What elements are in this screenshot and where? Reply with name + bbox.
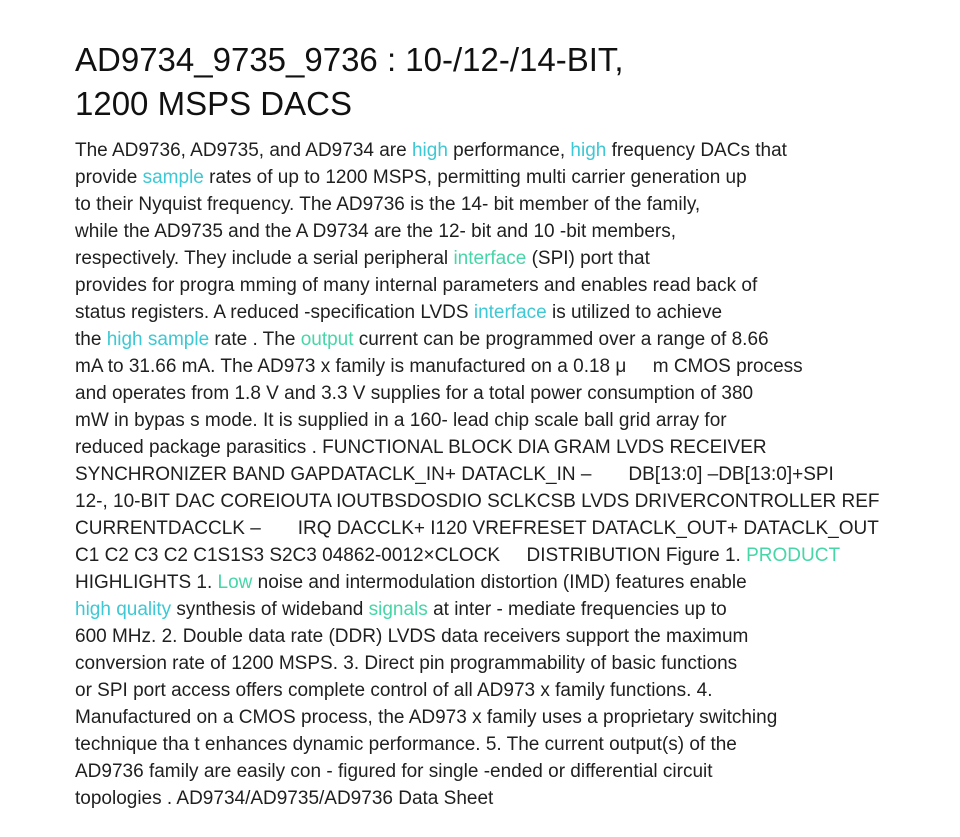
text-line: to their Nyquist frequency. The AD9736 i…	[75, 191, 960, 218]
text-segment: or SPI port access offers complete contr…	[75, 680, 713, 701]
text-segment: reduced package parasitics . FUNCTIONAL …	[75, 437, 767, 458]
text-line: mW in bypas s mode. It is supplied in a …	[75, 407, 960, 434]
text-segment: performance,	[447, 140, 571, 161]
text-segment: synthesis of wideband	[171, 599, 369, 620]
highlighted-term[interactable]: interface	[473, 302, 547, 323]
text-line: HIGHLIGHTS 1. Low noise and intermodulat…	[75, 569, 960, 596]
text-segment: while the AD9735 and the A D9734 are the…	[75, 221, 676, 242]
text-segment: mW in bypas s mode. It is supplied in a …	[75, 410, 727, 431]
text-line: respectively. They include a serial peri…	[75, 245, 960, 272]
text-line: and operates from 1.8 V and 3.3 V suppli…	[75, 380, 960, 407]
text-segment: rates of up to 1200 MSPS, permitting mul…	[203, 167, 747, 188]
text-line: provide sample rates of up to 1200 MSPS,…	[75, 164, 960, 191]
text-segment: mA to 31.66 mA. The AD973 x family is ma…	[75, 356, 803, 377]
text-line: technique tha t enhances dynamic perform…	[75, 731, 960, 758]
text-segment: provides for progra mming of many intern…	[75, 275, 758, 296]
text-segment: and operates from 1.8 V and 3.3 V suppli…	[75, 383, 754, 404]
text-segment: 12-, 10-BIT DAC COREIOUTA IOUTBSDOSDIO S…	[75, 491, 880, 512]
highlighted-term[interactable]: high	[570, 140, 607, 161]
text-segment: noise and intermodulation distortion (IM…	[252, 572, 747, 593]
text-segment: is utilized to achieve	[546, 302, 723, 323]
text-segment: at inter - mediate frequencies up to	[427, 599, 727, 620]
text-segment: respectively. They include a serial peri…	[75, 248, 454, 269]
text-line: AD9736 family are easily con - figured f…	[75, 758, 960, 785]
text-segment: AD9736 family are easily con - figured f…	[75, 761, 713, 782]
text-line: 12-, 10-BIT DAC COREIOUTA IOUTBSDOSDIO S…	[75, 488, 960, 515]
highlighted-term[interactable]: Low	[217, 572, 253, 593]
highlighted-term[interactable]: output	[300, 329, 354, 350]
text-line: status registers. A reduced -specificati…	[75, 299, 960, 326]
highlighted-term[interactable]: interface	[453, 248, 527, 269]
title-line-2: 1200 MSPS DACS	[75, 85, 352, 122]
text-segment: (SPI) port that	[526, 248, 650, 269]
title-line-1: AD9734_9735_9736 : 10-/12-/14-BIT,	[75, 41, 624, 78]
text-line: provides for progra mming of many intern…	[75, 272, 960, 299]
text-line: Manufactured on a CMOS process, the AD97…	[75, 704, 960, 731]
text-segment: technique tha t enhances dynamic perform…	[75, 734, 737, 755]
highlighted-term[interactable]: sample	[142, 167, 204, 188]
text-line: 600 MHz. 2. Double data rate (DDR) LVDS …	[75, 623, 960, 650]
text-segment: the	[75, 329, 107, 350]
document-page: AD9734_9735_9736 : 10-/12-/14-BIT, 1200 …	[75, 38, 960, 812]
text-segment: HIGHLIGHTS 1.	[75, 572, 218, 593]
text-segment: The AD9736, AD9735, and AD9734 are	[75, 140, 412, 161]
highlighted-term[interactable]: high	[411, 140, 448, 161]
text-segment: to their Nyquist frequency. The AD9736 i…	[75, 194, 701, 215]
text-segment: provide	[75, 167, 143, 188]
text-segment: Manufactured on a CMOS process, the AD97…	[75, 707, 778, 728]
text-segment: CURRENTDACCLK – IRQ DACCLK+ I120 VREFRES…	[75, 518, 879, 539]
text-segment: conversion rate of 1200 MSPS. 3. Direct …	[75, 653, 738, 674]
text-segment: topologies . AD9734/AD9735/AD9736 Data S…	[75, 788, 494, 809]
highlighted-term[interactable]: high quality	[75, 599, 172, 620]
highlighted-term[interactable]: signals	[368, 599, 428, 620]
text-line: high quality synthesis of wideband signa…	[75, 596, 960, 623]
text-line: C1 C2 C3 C2 C1S1S3 S2C3 04862-0012×CLOCK…	[75, 542, 960, 569]
text-line: or SPI port access offers complete contr…	[75, 677, 960, 704]
text-line: conversion rate of 1200 MSPS. 3. Direct …	[75, 650, 960, 677]
text-segment: frequency DACs that	[606, 140, 787, 161]
highlighted-term[interactable]: high sample	[106, 329, 210, 350]
text-segment: 600 MHz. 2. Double data rate (DDR) LVDS …	[75, 626, 749, 647]
document-body: The AD9736, AD9735, and AD9734 are high …	[75, 137, 960, 812]
text-line: SYNCHRONIZER BAND GAPDATACLK_IN+ DATACLK…	[75, 461, 960, 488]
text-line: mA to 31.66 mA. The AD973 x family is ma…	[75, 353, 960, 380]
text-line: CURRENTDACCLK – IRQ DACCLK+ I120 VREFRES…	[75, 515, 960, 542]
text-line: while the AD9735 and the A D9734 are the…	[75, 218, 960, 245]
text-line: The AD9736, AD9735, and AD9734 are high …	[75, 137, 960, 164]
text-line: topologies . AD9734/AD9735/AD9736 Data S…	[75, 785, 960, 812]
highlighted-term[interactable]: PRODUCT	[746, 545, 841, 566]
text-segment: rate . The	[209, 329, 301, 350]
text-line: reduced package parasitics . FUNCTIONAL …	[75, 434, 960, 461]
text-segment: status registers. A reduced -specificati…	[75, 302, 474, 323]
document-title: AD9734_9735_9736 : 10-/12-/14-BIT, 1200 …	[75, 38, 960, 126]
text-segment: current can be programmed over a range o…	[353, 329, 769, 350]
text-segment: SYNCHRONIZER BAND GAPDATACLK_IN+ DATACLK…	[75, 464, 834, 485]
text-line: the high sample rate . The output curren…	[75, 326, 960, 353]
text-segment: C1 C2 C3 C2 C1S1S3 S2C3 04862-0012×CLOCK…	[75, 545, 747, 566]
